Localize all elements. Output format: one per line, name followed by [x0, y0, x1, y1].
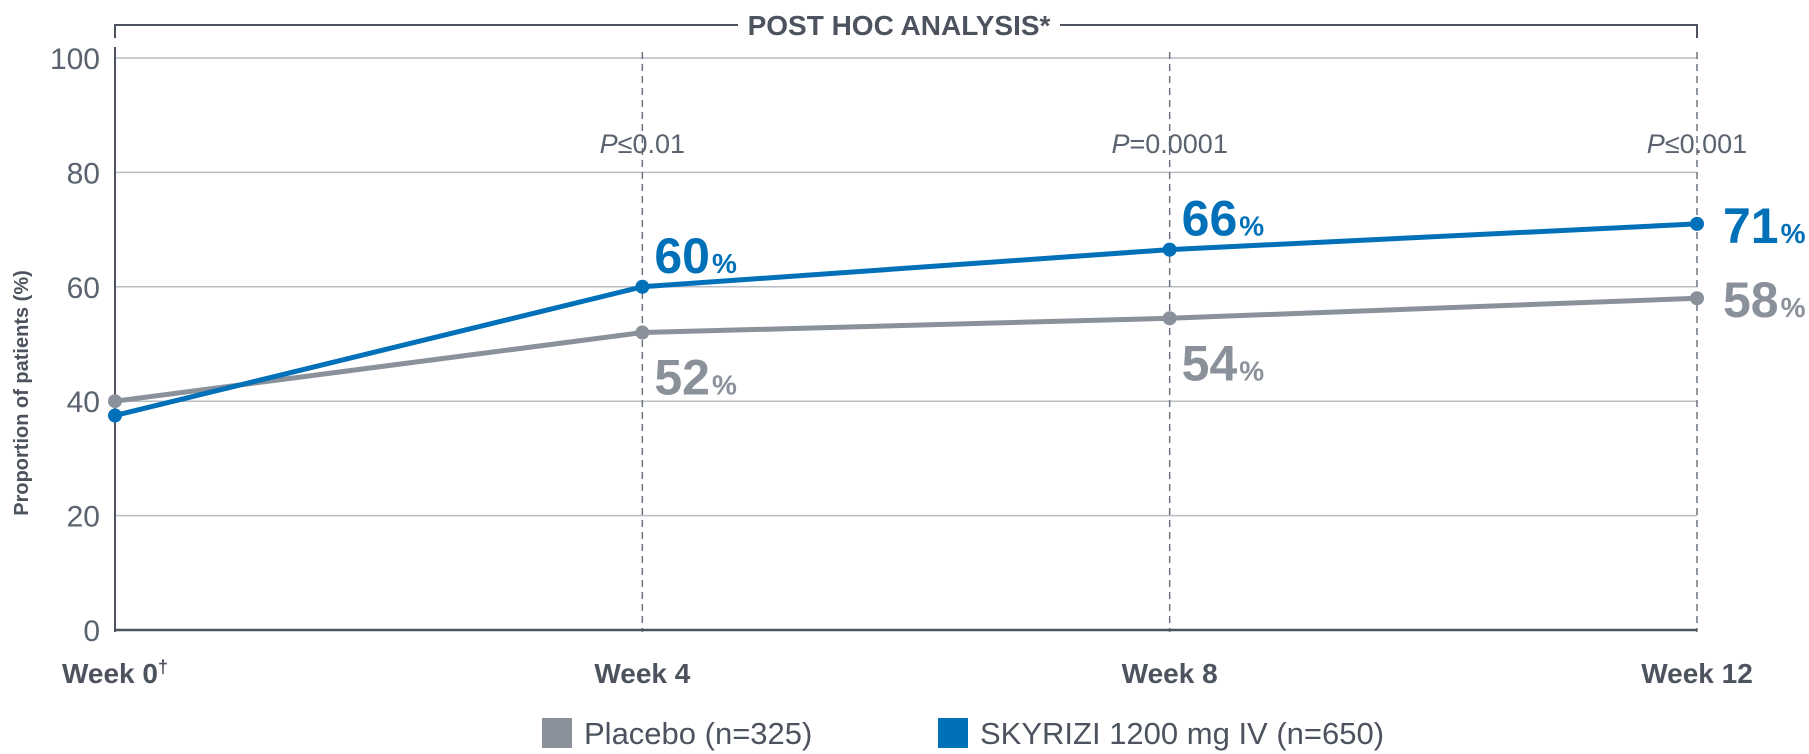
x-tick-label: Week 8 — [1122, 658, 1218, 689]
skyrizi-point — [635, 280, 649, 294]
banner-bracket-left — [115, 25, 738, 38]
skyrizi-value-label: 60% — [654, 228, 737, 284]
skyrizi-point — [1690, 217, 1704, 231]
legend: Placebo (n=325) SKYRIZI 1200 mg IV (n=650… — [542, 716, 1384, 751]
value-percent: % — [1239, 355, 1264, 386]
banner: POST HOC ANALYSIS* — [115, 10, 1697, 41]
y-tick-label: 80 — [67, 157, 100, 190]
placebo-point — [108, 394, 122, 408]
skyrizi-legend-swatch — [938, 718, 968, 748]
value-percent: % — [1239, 211, 1264, 242]
value-number: 52 — [654, 350, 710, 406]
gridlines — [115, 58, 1697, 516]
y-tick-label: 20 — [67, 501, 100, 534]
p-value-number: ≤0.001 — [1665, 129, 1747, 159]
x-axis: Week 0† Week 4 Week 8 Week 12 — [62, 630, 1753, 689]
skyrizi-value-label: 71% — [1723, 198, 1806, 254]
value-percent: % — [712, 370, 737, 401]
skyrizi-line — [115, 224, 1697, 416]
data-labels: 52% 54%58%60%66% 71% — [654, 191, 1805, 406]
p-value-symbol: P — [1111, 129, 1129, 159]
x-tick-label: Week 4 — [594, 658, 690, 689]
skyrizi-value-label: 66% — [1182, 191, 1265, 247]
placebo-point — [1163, 311, 1177, 325]
x-tick-footnote-mark: † — [158, 657, 168, 677]
placebo-value-label: 54% — [1182, 335, 1265, 391]
y-tick-label: 0 — [83, 615, 100, 648]
value-percent: % — [1781, 292, 1806, 323]
placebo-point — [635, 326, 649, 340]
skyrizi-legend-label: SKYRIZI 1200 mg IV (n=650) — [980, 716, 1384, 751]
y-tick-label: 100 — [50, 43, 100, 76]
value-number: 54 — [1182, 335, 1238, 391]
y-axis: 0 20 40 60 80 100 — [50, 43, 115, 648]
skyrizi-point — [108, 409, 122, 423]
value-number: 66 — [1182, 191, 1238, 247]
p-value-label: P≤0.01 — [600, 129, 685, 159]
y-tick-label: 60 — [67, 272, 100, 305]
value-number: 58 — [1723, 272, 1779, 328]
placebo-legend-swatch — [542, 718, 572, 748]
p-value-symbol: P — [600, 129, 618, 159]
placebo-point — [1690, 291, 1704, 305]
placebo-line — [115, 298, 1697, 401]
banner-bracket-right — [1060, 25, 1697, 38]
y-axis-label: Proportion of patients (%) — [11, 270, 33, 516]
p-values: P≤0.01 P=0.0001 P≤0.001 — [600, 129, 1748, 159]
value-percent: % — [1781, 218, 1806, 249]
value-percent: % — [712, 248, 737, 279]
chart: 020406080100 Week 0† Week 4 Week 8 Week 12 … — [0, 0, 1809, 754]
skyrizi-point — [1163, 243, 1177, 257]
p-value-label: P≤0.001 — [1647, 129, 1747, 159]
x-tick-label: Week 12 — [1641, 658, 1753, 689]
value-number: 60 — [654, 228, 710, 284]
placebo-value-label: 52% — [654, 350, 737, 406]
p-value-symbol: P — [1647, 129, 1665, 159]
p-value-number: =0.0001 — [1129, 129, 1227, 159]
p-value-number: ≤0.01 — [618, 129, 685, 159]
p-value-label: P=0.0001 — [1111, 129, 1227, 159]
y-tick-label: 40 — [67, 386, 100, 419]
placebo-value-label: 58% — [1723, 272, 1806, 328]
value-number: 71 — [1723, 198, 1779, 254]
x-tick-label: Week 0† — [62, 657, 168, 689]
series-lines — [108, 217, 1704, 423]
banner-text: POST HOC ANALYSIS* — [748, 10, 1051, 41]
placebo-legend-label: Placebo (n=325) — [584, 716, 812, 751]
